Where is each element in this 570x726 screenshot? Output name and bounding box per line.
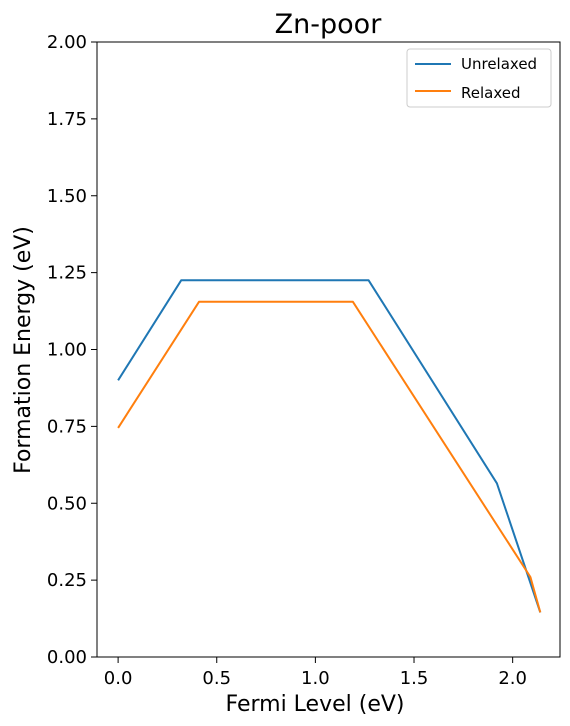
y-tick-label: 1.75 (47, 109, 87, 130)
x-tick-label: 0.5 (202, 668, 231, 689)
y-tick-label: 0.25 (47, 570, 87, 591)
y-axis: 0.00 0.25 0.50 0.75 1.00 1.25 1.50 1.75 2.00 (47, 32, 97, 668)
axes-frame (96, 41, 561, 658)
y-tick-label: 1.25 (47, 263, 87, 284)
x-axis-label: Fermi Level (eV) (226, 692, 405, 717)
x-tick-label: 2.0 (498, 668, 527, 689)
series-line-relaxed (117, 300, 542, 613)
legend-label-relaxed: Relaxed (461, 84, 521, 102)
legend-label-unrelaxed: Unrelaxed (461, 55, 537, 73)
series-line-unrelaxed (117, 279, 542, 613)
x-tick-label: 1.0 (301, 668, 330, 689)
x-axis: 0.0 0.5 1.0 1.5 2.0 (104, 657, 527, 689)
legend: Unrelaxed Relaxed (406, 48, 552, 108)
y-tick-label: 0.75 (47, 416, 87, 437)
plot-area (117, 279, 542, 613)
x-tick-label: 1.5 (400, 668, 429, 689)
y-tick-label: 1.00 (47, 340, 87, 361)
chart-title: Zn-poor (275, 9, 383, 40)
y-tick-label: 2.00 (47, 32, 87, 53)
y-tick-label: 0.50 (47, 493, 87, 514)
x-tick-label: 0.0 (104, 668, 133, 689)
y-tick-label: 0.00 (47, 647, 87, 668)
y-tick-label: 1.50 (47, 186, 87, 207)
y-axis-label: Formation Energy (eV) (11, 226, 36, 474)
